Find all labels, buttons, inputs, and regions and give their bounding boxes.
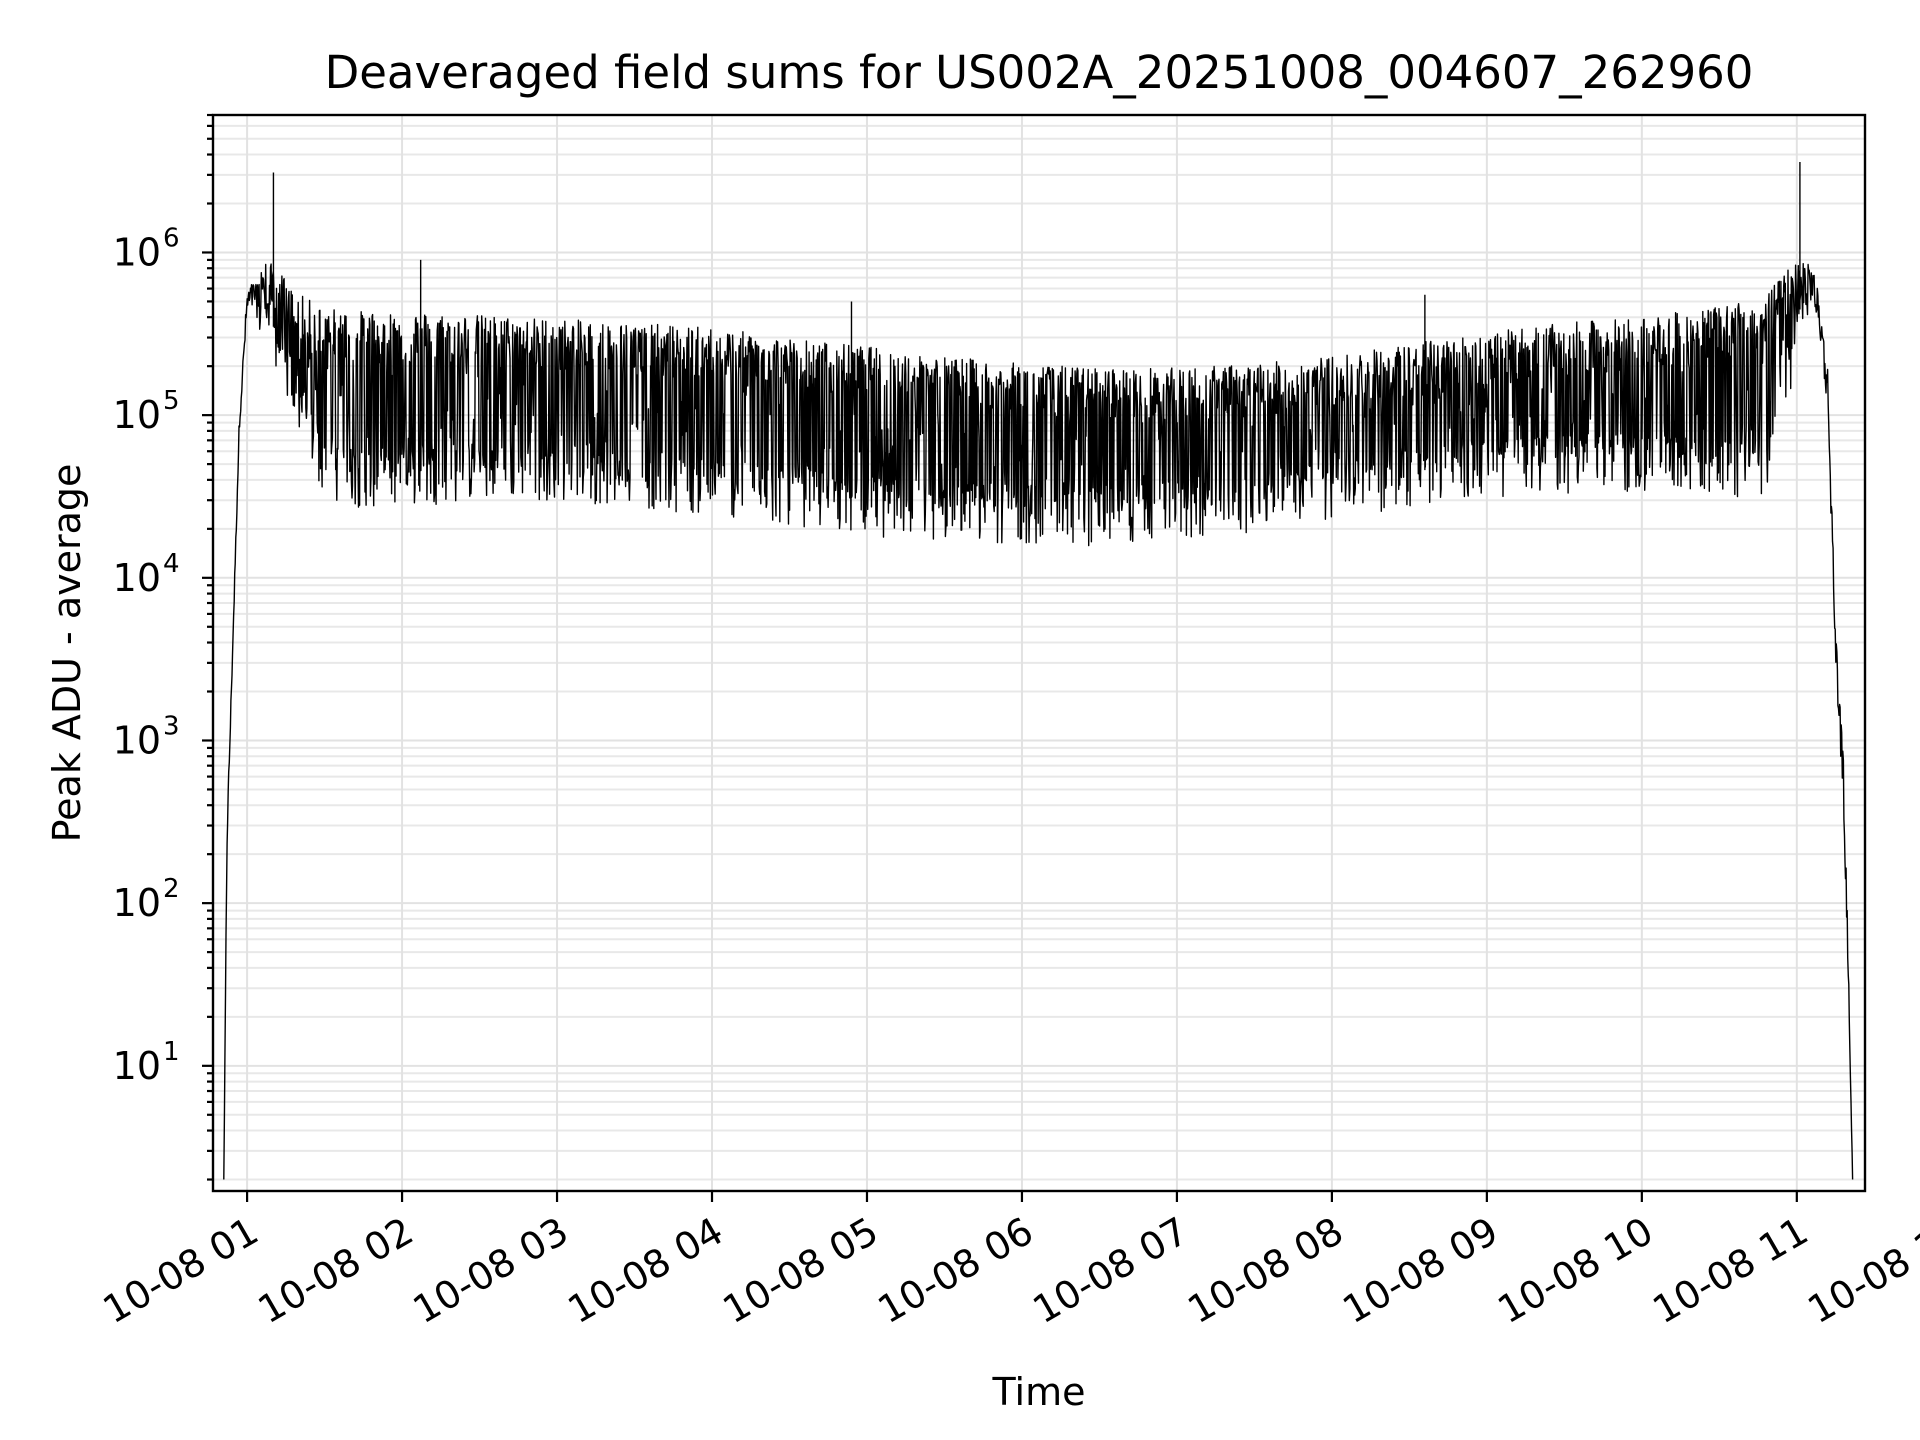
series-line xyxy=(223,263,1854,1180)
x-tick-label: 10-08 08 xyxy=(1180,1209,1350,1333)
x-tick-label: 10-08 10 xyxy=(1490,1209,1660,1333)
x-tick-label: 10-08 09 xyxy=(1335,1209,1505,1333)
series-group xyxy=(223,161,1854,1180)
y-tick-label: 10 xyxy=(113,718,161,762)
x-tick-label: 10-08 03 xyxy=(406,1209,576,1333)
y-axis-label: Peak ADU - average xyxy=(45,464,89,843)
x-tick-label: 10-08 04 xyxy=(561,1209,731,1333)
x-tick-label: 10-08 06 xyxy=(870,1209,1040,1333)
y-tick-label: 10 xyxy=(113,556,161,600)
y-tick-label: 10 xyxy=(113,1044,161,1088)
x-tick-label: 10-08 05 xyxy=(716,1209,886,1333)
plot-frame xyxy=(211,113,1867,1193)
x-tick-label: 10-08 01 xyxy=(96,1209,266,1333)
x-axis-label: Time xyxy=(992,1370,1086,1414)
y-tick-exponent: 2 xyxy=(163,874,180,904)
y-tick-exponent: 6 xyxy=(163,223,180,253)
x-tick-label: 10-08 12 xyxy=(1800,1209,1920,1333)
x-tick-label: 10-08 11 xyxy=(1645,1209,1815,1333)
grid xyxy=(213,114,1865,1191)
x-tick-label: 10-08 07 xyxy=(1025,1209,1195,1333)
y-tick-exponent: 1 xyxy=(163,1037,180,1067)
y-tick-exponent: 5 xyxy=(163,386,180,416)
y-tick-label: 10 xyxy=(113,881,161,925)
y-tick-exponent: 3 xyxy=(163,711,180,741)
y-tick-label: 10 xyxy=(113,230,161,274)
x-tick-label: 10-08 02 xyxy=(251,1209,421,1333)
y-tick-exponent: 4 xyxy=(163,549,180,579)
y-tick-label: 10 xyxy=(113,393,161,437)
chart-title: Deaveraged field sums for US002A_2025100… xyxy=(325,46,1754,99)
